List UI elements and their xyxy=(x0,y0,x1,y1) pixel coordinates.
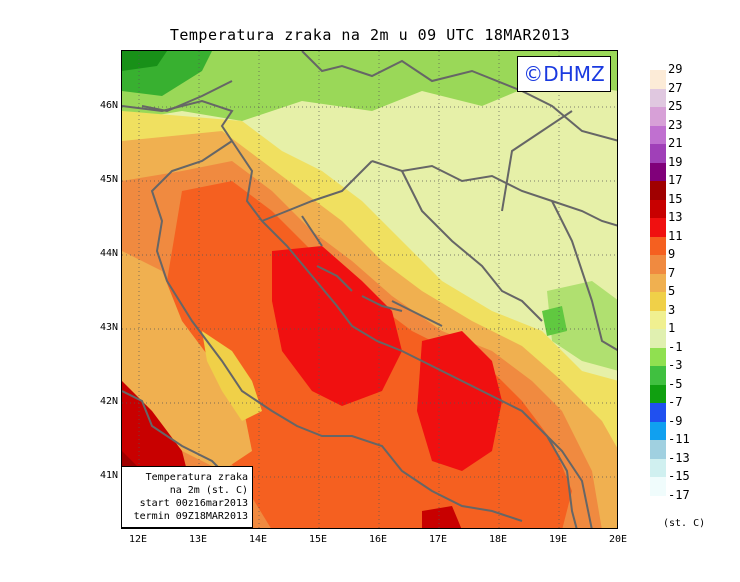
legend-label: -17 xyxy=(668,487,690,502)
lat-label: 45N xyxy=(99,174,118,185)
legend-swatch xyxy=(650,440,666,459)
legend-label: -15 xyxy=(668,469,690,483)
map-title: Temperatura zraka na 2m u 09 UTC 18MAR20… xyxy=(169,26,571,44)
legend-swatch xyxy=(650,70,666,89)
info-line: na 2m (st. C) xyxy=(169,485,248,496)
legend-label: -3 xyxy=(668,358,683,372)
legend-label: -13 xyxy=(668,450,690,465)
legend-label: -5 xyxy=(668,376,683,391)
lat-label: 43N xyxy=(99,322,118,333)
legend-swatch xyxy=(650,292,666,311)
lon-label: 20E xyxy=(608,534,628,545)
legend-label: 7 xyxy=(668,265,676,280)
legend-label: 15 xyxy=(668,191,683,206)
legend-swatch xyxy=(650,218,666,237)
legend-swatch xyxy=(650,329,666,348)
legend-swatch xyxy=(650,384,666,404)
legend-swatch xyxy=(650,236,666,256)
lat-label: 41N xyxy=(99,470,118,481)
info-line: start 00z16mar2013 xyxy=(139,498,248,509)
legend-label: 23 xyxy=(668,117,683,132)
legend-swatch xyxy=(650,162,666,182)
legend-swatch xyxy=(650,347,666,367)
lon-label: 15E xyxy=(308,534,328,545)
legend-swatch xyxy=(650,477,666,496)
legend-label: 5 xyxy=(668,284,676,298)
lon-label: 12E xyxy=(128,534,148,545)
lon-label: 17E xyxy=(428,534,448,545)
legend-label: 27 xyxy=(668,80,683,95)
lat-label: 42N xyxy=(99,396,118,407)
legend-label: 13 xyxy=(668,210,683,224)
legend-label: -9 xyxy=(668,413,683,428)
dhmz-logo: ©DHMZ xyxy=(517,56,611,92)
legend-swatch xyxy=(650,125,666,145)
legend-swatch xyxy=(650,403,666,422)
legend-swatch xyxy=(650,310,666,330)
lon-label: 18E xyxy=(488,534,508,545)
legend-label: -11 xyxy=(668,432,690,446)
legend-swatch xyxy=(650,144,666,163)
lon-label: 16E xyxy=(368,534,388,545)
legend-label: 1 xyxy=(668,321,676,335)
map-field xyxy=(122,51,617,528)
info-line: Temperatura zraka xyxy=(145,472,248,483)
legend-label: 11 xyxy=(668,228,683,243)
info-line: termin 09Z18MAR2013 xyxy=(133,511,248,522)
legend-label: -7 xyxy=(668,395,683,409)
info-box: Temperatura zraka na 2m (st. C) start 00… xyxy=(121,466,253,528)
legend-swatch xyxy=(650,421,666,441)
legend-unit: (st. C) xyxy=(663,518,706,529)
legend-swatch xyxy=(650,88,666,108)
legend-swatch xyxy=(650,255,666,274)
legend-swatch xyxy=(650,273,666,293)
legend-label: 17 xyxy=(668,173,683,187)
legend-swatch xyxy=(650,458,666,478)
lon-label: 13E xyxy=(188,534,208,545)
legend-swatch xyxy=(650,181,666,200)
temperature-map xyxy=(121,50,618,529)
legend-label: 25 xyxy=(668,99,683,113)
legend-swatch xyxy=(650,199,666,219)
lon-label: 19E xyxy=(548,534,568,545)
legend-label: 3 xyxy=(668,302,676,317)
legend-swatch xyxy=(650,107,666,126)
legend-swatch xyxy=(650,366,666,385)
legend-label: 9 xyxy=(668,247,676,261)
legend-label: 19 xyxy=(668,154,683,169)
lon-label: 14E xyxy=(248,534,268,545)
legend-label: 29 xyxy=(668,62,683,76)
lat-label: 46N xyxy=(99,100,118,111)
legend-label: 21 xyxy=(668,136,683,150)
legend-label: -1 xyxy=(668,339,683,354)
lat-label: 44N xyxy=(99,248,118,259)
